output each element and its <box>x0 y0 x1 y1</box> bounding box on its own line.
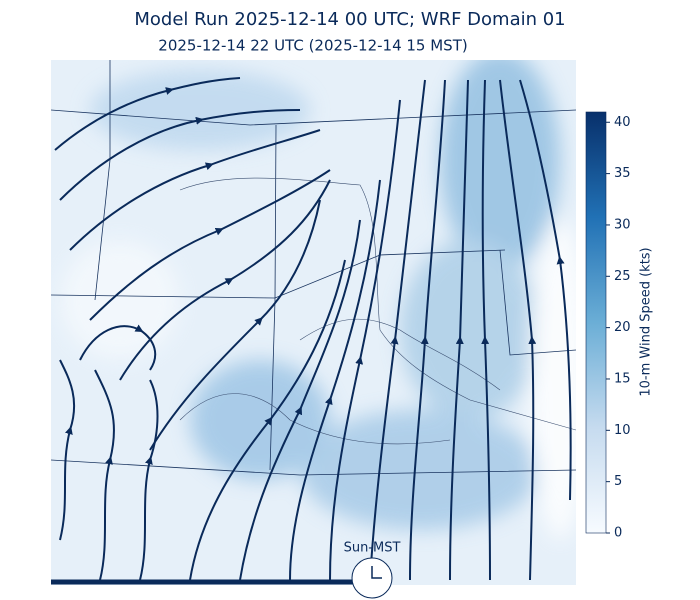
clock-label: Sun-MST <box>344 541 401 556</box>
colorbar-tick-label: 0 <box>614 526 622 541</box>
colorbar-label: 10-m Wind Speed (kts) <box>639 247 654 396</box>
colorbar-tick-label: 5 <box>614 474 622 489</box>
colorbar-tick-label: 25 <box>614 269 631 284</box>
colorbar-tick-label: 15 <box>614 371 631 386</box>
colorbar-tick-label: 35 <box>614 166 631 181</box>
colorbar-tick-label: 20 <box>614 320 631 335</box>
colorbar-tick-label: 30 <box>614 217 631 232</box>
colorbar-tick-label: 10 <box>614 423 631 438</box>
subtitle: 2025-12-14 22 UTC (2025-12-14 15 MST) <box>158 37 467 55</box>
title: Model Run 2025-12-14 00 UTC; WRF Domain … <box>134 9 565 30</box>
colorbar-tick-label: 40 <box>614 115 631 130</box>
clock-hands <box>371 566 382 579</box>
streamlines <box>54 77 572 581</box>
map <box>51 60 576 585</box>
colorbar: 0 5 10 15 20 25 30 35 40 <box>585 111 631 541</box>
colorbar-gradient <box>585 111 607 534</box>
